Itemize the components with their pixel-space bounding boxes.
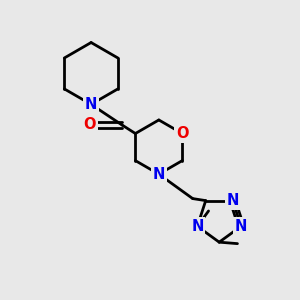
Text: O: O	[83, 118, 96, 133]
Text: N: N	[235, 219, 247, 234]
Text: N: N	[85, 97, 97, 112]
Text: O: O	[176, 126, 188, 141]
Text: N: N	[226, 193, 239, 208]
Text: N: N	[191, 219, 203, 234]
Text: N: N	[153, 167, 165, 182]
